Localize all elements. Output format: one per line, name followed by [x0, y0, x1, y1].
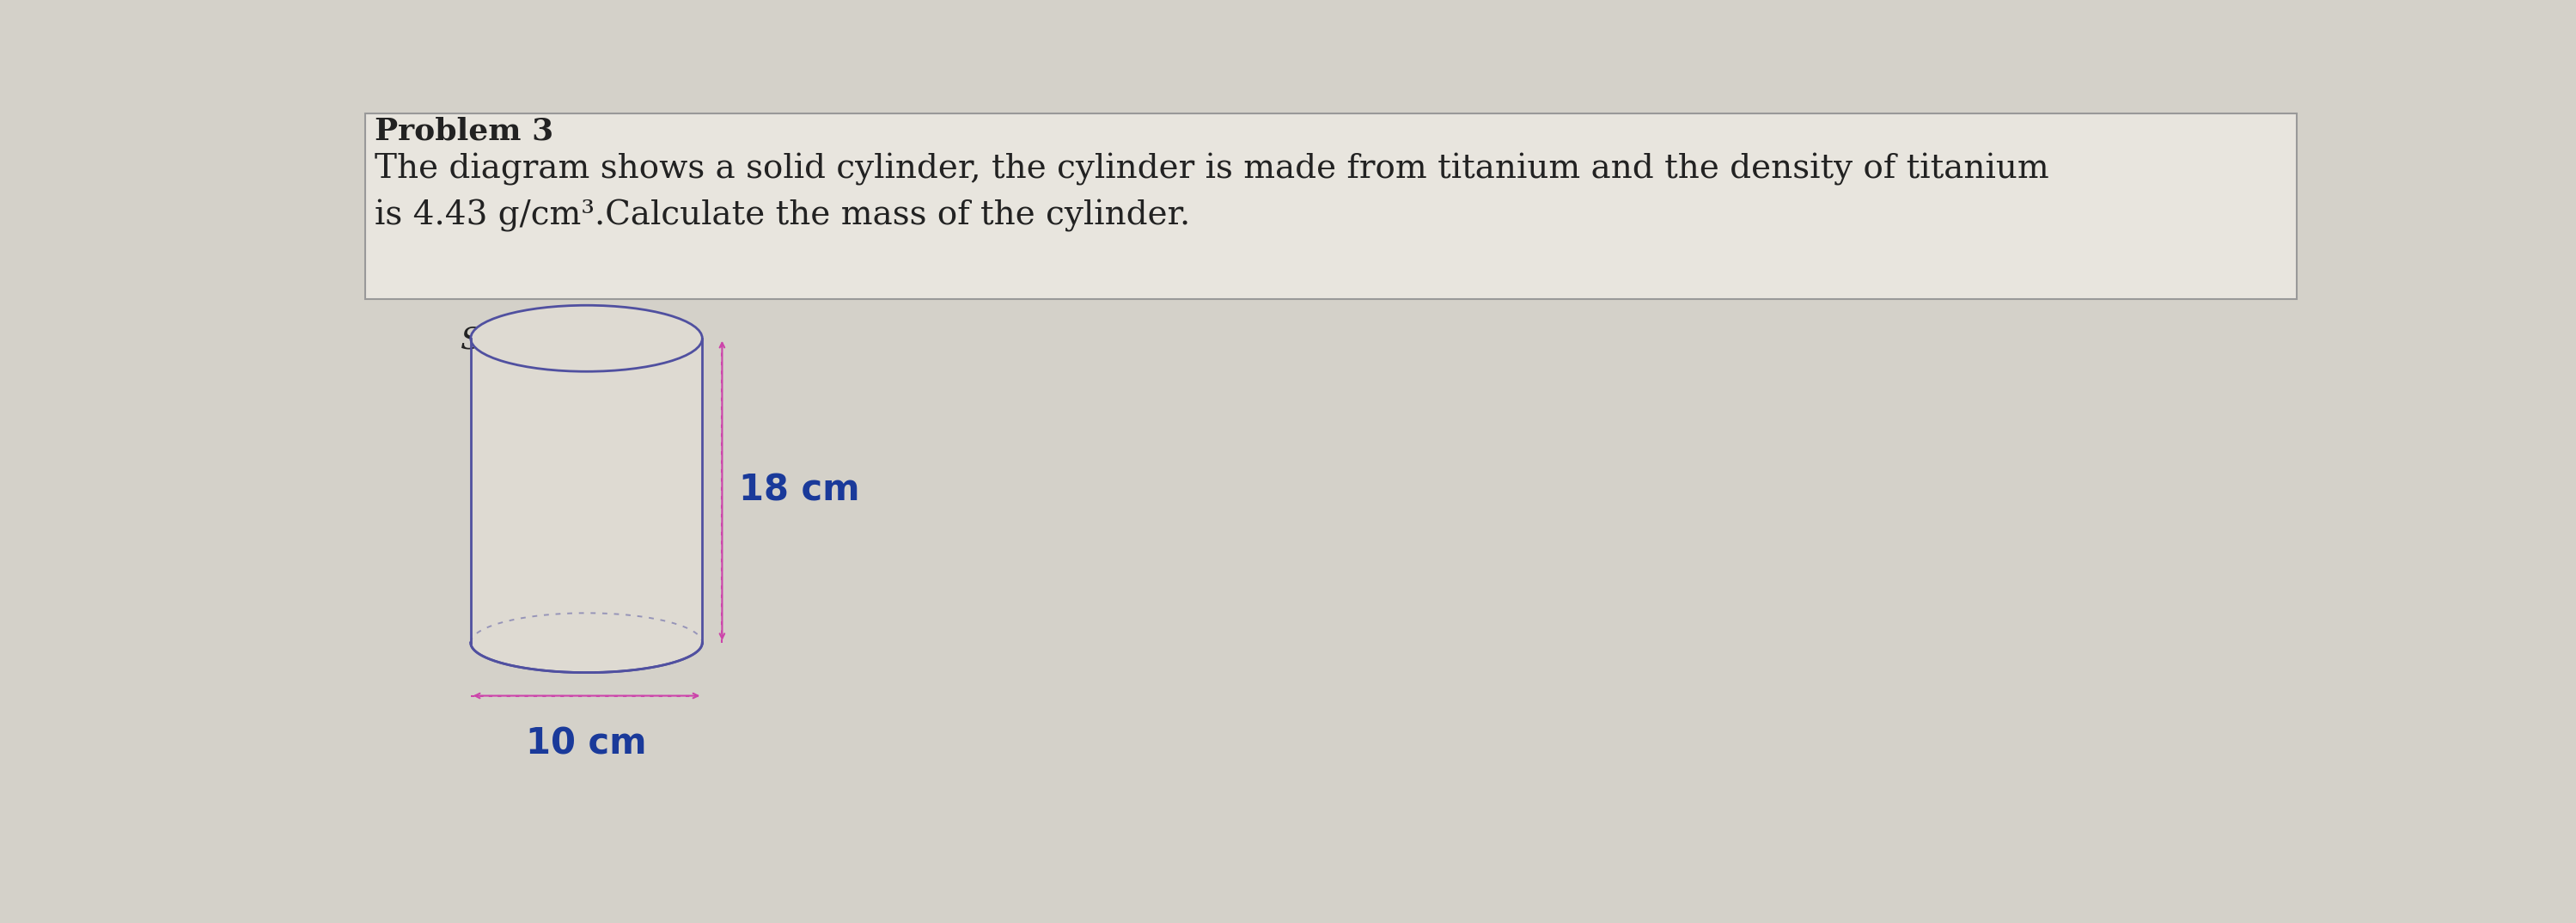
Text: is 4.43 g/cm³.Calculate the mass of the cylinder.: is 4.43 g/cm³.Calculate the mass of the …	[374, 199, 1190, 232]
Text: The diagram shows a solid cylinder, the cylinder is made from titanium and the d: The diagram shows a solid cylinder, the …	[374, 153, 2048, 186]
Polygon shape	[471, 339, 703, 642]
Text: 10 cm: 10 cm	[526, 725, 647, 761]
Text: Solution:: Solution:	[461, 325, 603, 354]
Polygon shape	[471, 642, 703, 673]
FancyBboxPatch shape	[366, 114, 2298, 299]
Text: Problem 3: Problem 3	[374, 116, 554, 146]
Ellipse shape	[471, 306, 703, 371]
Text: 18 cm: 18 cm	[739, 473, 860, 509]
